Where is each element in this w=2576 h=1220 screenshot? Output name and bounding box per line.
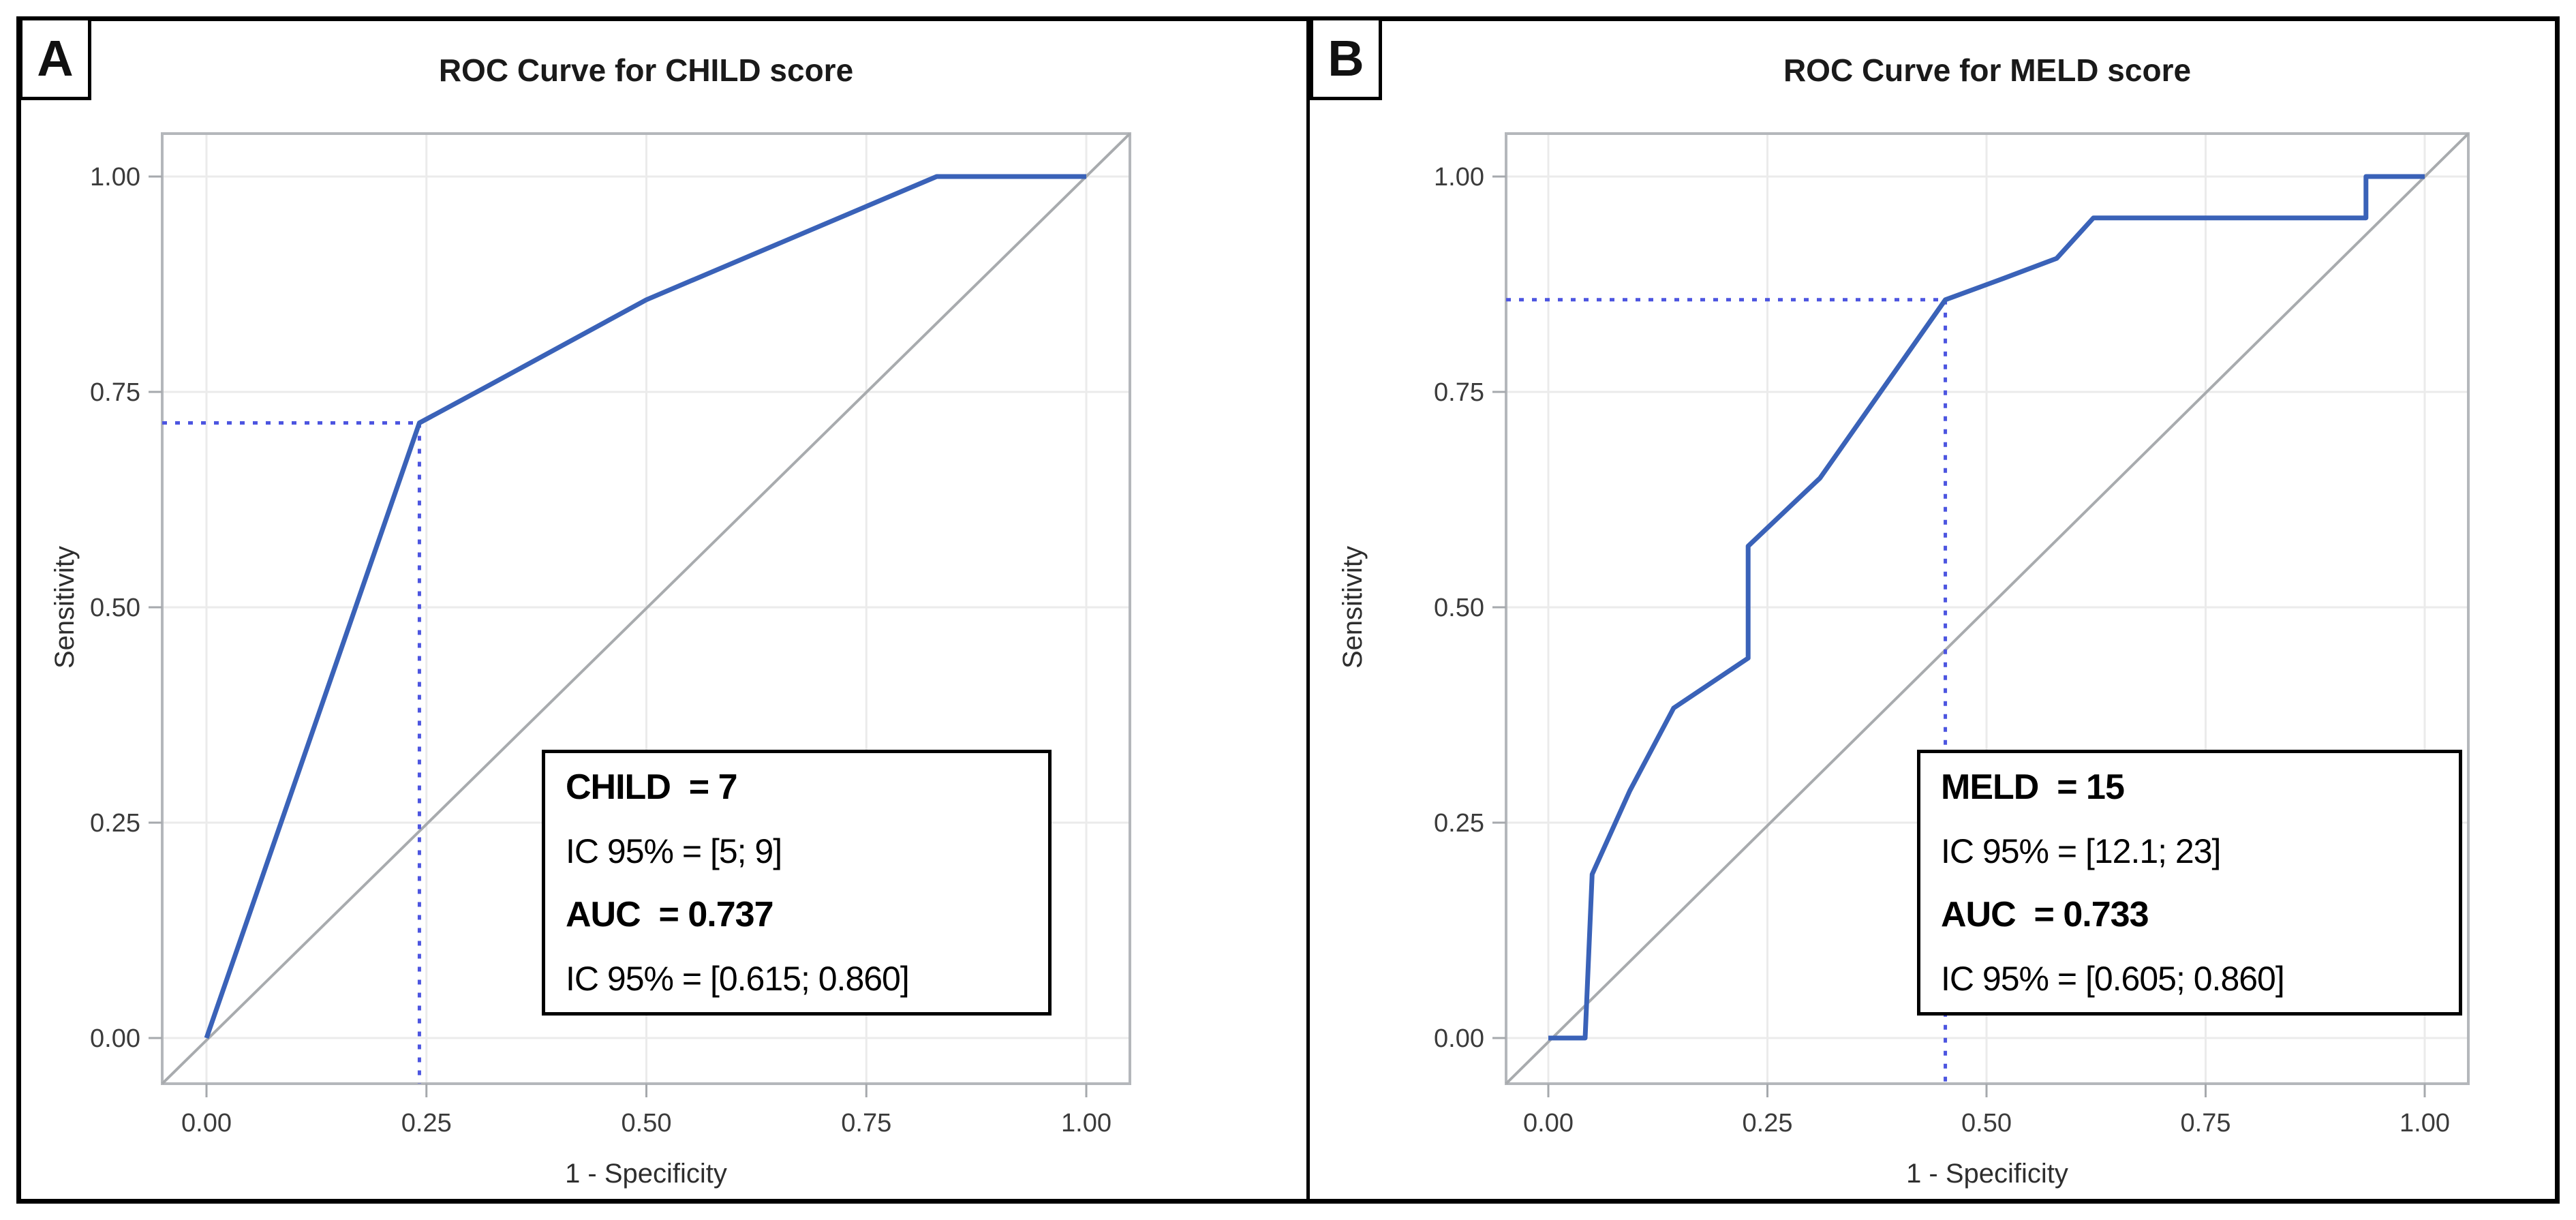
x-tick-label: 0.25 [1743,1109,1793,1138]
x-tick-label: 0.00 [181,1109,232,1138]
stat-line: AUC = 0.733 [1941,895,2149,935]
diagonal-reference-line [161,132,1131,1085]
panel-a-title: ROC Curve for CHILD score [438,52,854,88]
panel-b-title: ROC Curve for MELD score [1783,52,2192,88]
x-tick-label: 1.00 [2399,1109,2450,1138]
diagonal-reference-line [1505,132,2470,1085]
panel-b-label-box: B [1310,17,1382,100]
y-tick-label: 1.00 [1434,163,1484,192]
x-tick-label: 0.50 [622,1109,672,1138]
panel-b-letter: B [1328,30,1364,87]
y-tick-label: 0.25 [90,809,140,838]
y-tick-label: 0.75 [1434,378,1484,407]
panel-a-letter: A [37,30,74,87]
y-tick-label: 0.25 [1434,809,1484,838]
stat-line: IC 95% = [5; 9] [566,832,782,870]
stat-line: IC 95% = [0.605; 0.860] [1941,959,2285,998]
panel-b-stats-box: MELD = 15 IC 95% = [12.1; 23] AUC = 0.73… [1917,750,2462,1016]
stat-line: IC 95% = [12.1; 23] [1941,832,2221,870]
x-tick-label: 0.75 [841,1109,891,1138]
y-tick-label: 0.00 [1434,1024,1484,1053]
stat-line: IC 95% = [0.615; 0.860] [566,959,910,998]
x-tick-label: 0.50 [1961,1109,2012,1138]
stat-line: AUC = 0.737 [566,895,774,935]
panel-b-x-axis-title: 1 - Specificity [1906,1159,2068,1189]
x-tick-label: 1.00 [1061,1109,1111,1138]
panel-a-stats-box: CHILD = 7 IC 95% = [5; 9] AUC = 0.737 IC… [542,750,1052,1016]
panel-a-x-axis-title: 1 - Specificity [565,1159,727,1189]
roc-curve [204,174,1086,1039]
x-tick-label: 0.25 [401,1109,452,1138]
panel-divider [1306,16,1310,1204]
y-tick-label: 0.75 [90,378,140,407]
roc-curve [1548,174,2425,1041]
y-tick-label: 0.50 [1434,594,1484,622]
stat-line: MELD = 15 [1941,767,2125,807]
y-tick-label: 0.50 [90,594,140,622]
y-tick-label: 1.00 [90,163,140,192]
x-tick-label: 0.75 [2181,1109,2231,1138]
panel-a-label-box: A [19,17,91,100]
stat-line: CHILD = 7 [566,767,738,807]
y-tick-label: 0.00 [90,1024,140,1053]
x-tick-label: 0.00 [1523,1109,1574,1138]
